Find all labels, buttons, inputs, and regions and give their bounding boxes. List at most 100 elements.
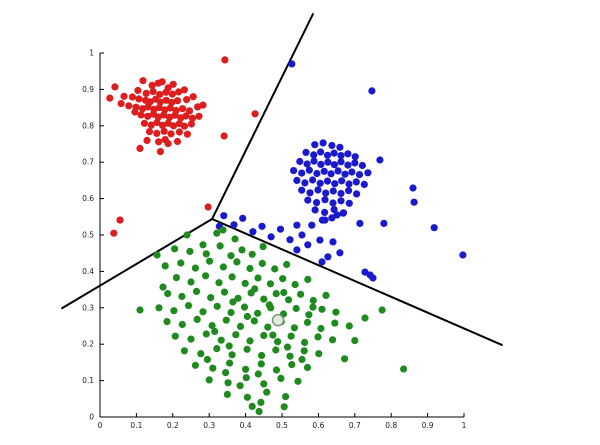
data-point <box>329 238 337 246</box>
data-point <box>128 93 136 101</box>
data-point <box>234 294 242 302</box>
data-point <box>206 257 214 265</box>
y-axis-tick-label: 0.7 <box>82 158 94 167</box>
data-point <box>239 214 247 222</box>
data-point <box>304 196 312 204</box>
data-point <box>323 177 332 185</box>
cluster-blue-points <box>215 60 467 282</box>
data-point <box>213 345 221 353</box>
data-point <box>311 141 319 149</box>
data-point <box>317 324 325 333</box>
data-point <box>162 88 170 96</box>
data-point <box>280 403 288 411</box>
data-point <box>352 178 360 186</box>
data-point <box>187 335 195 343</box>
data-point <box>257 360 265 368</box>
data-point <box>250 317 258 325</box>
data-point <box>345 180 353 188</box>
data-point <box>315 350 323 358</box>
data-point <box>257 398 265 406</box>
data-point <box>298 231 306 239</box>
data-point <box>293 221 301 229</box>
data-point <box>238 246 246 254</box>
data-point <box>202 330 210 338</box>
data-point <box>189 93 197 101</box>
data-point <box>309 303 317 311</box>
data-point <box>158 78 166 86</box>
data-point <box>288 60 296 68</box>
data-point <box>330 205 338 214</box>
data-point <box>143 136 151 144</box>
data-point <box>213 302 221 310</box>
data-point <box>330 161 338 169</box>
data-point <box>317 160 325 168</box>
data-point <box>303 318 312 326</box>
data-point <box>309 296 317 305</box>
data-point <box>376 156 384 164</box>
data-point <box>283 260 291 269</box>
data-point <box>276 225 285 233</box>
data-point <box>180 347 188 355</box>
x-axis-tick-label: 0.6 <box>312 421 324 430</box>
data-point <box>351 153 359 161</box>
data-point <box>332 308 340 316</box>
data-point <box>153 118 161 127</box>
data-point <box>293 246 301 254</box>
data-point <box>351 159 359 167</box>
data-point <box>155 304 163 312</box>
data-point <box>358 161 366 170</box>
data-point <box>337 197 345 205</box>
x-axis-tick-label: 0.9 <box>422 421 434 430</box>
data-point <box>368 87 376 95</box>
data-point <box>260 380 268 388</box>
data-point <box>168 90 176 98</box>
data-point <box>117 100 125 108</box>
data-point <box>231 235 239 243</box>
data-point <box>191 264 199 272</box>
x-axis-tick-label: 0.7 <box>349 421 361 430</box>
data-point <box>111 83 119 91</box>
data-point <box>186 247 194 255</box>
data-point <box>316 236 324 244</box>
data-point <box>211 327 219 336</box>
data-point <box>249 228 257 236</box>
data-point <box>191 361 199 369</box>
data-point <box>242 374 250 382</box>
y-axis-tick-label: 0.8 <box>82 121 94 130</box>
data-point <box>259 243 267 251</box>
data-point <box>220 288 229 296</box>
data-point <box>321 208 329 216</box>
data-point <box>344 161 352 169</box>
data-point <box>255 407 263 416</box>
data-point <box>300 347 308 355</box>
data-point <box>298 186 306 194</box>
data-point <box>187 278 195 286</box>
data-point <box>305 311 313 319</box>
y-axis-tick-label: 0.2 <box>82 340 94 349</box>
data-point <box>258 351 266 360</box>
data-point <box>228 273 236 281</box>
data-point <box>153 129 161 137</box>
data-point <box>324 253 332 261</box>
data-point <box>282 393 290 401</box>
data-point <box>279 275 287 283</box>
data-point <box>236 322 245 330</box>
data-point <box>292 304 300 313</box>
y-axis-tick-label: 0.3 <box>82 303 94 312</box>
data-point <box>161 262 169 270</box>
data-point <box>161 136 169 144</box>
data-point <box>361 314 369 322</box>
data-point <box>344 150 352 158</box>
data-point <box>369 274 377 282</box>
data-point <box>183 231 191 239</box>
data-point <box>178 320 186 329</box>
data-point <box>260 331 268 340</box>
y-axis-tick-label: 0.4 <box>82 267 94 276</box>
data-point <box>317 148 325 156</box>
data-point <box>228 351 236 359</box>
data-point <box>225 342 233 350</box>
data-point <box>243 345 251 353</box>
data-point <box>301 338 309 346</box>
data-point <box>156 90 164 99</box>
data-point <box>155 138 163 146</box>
